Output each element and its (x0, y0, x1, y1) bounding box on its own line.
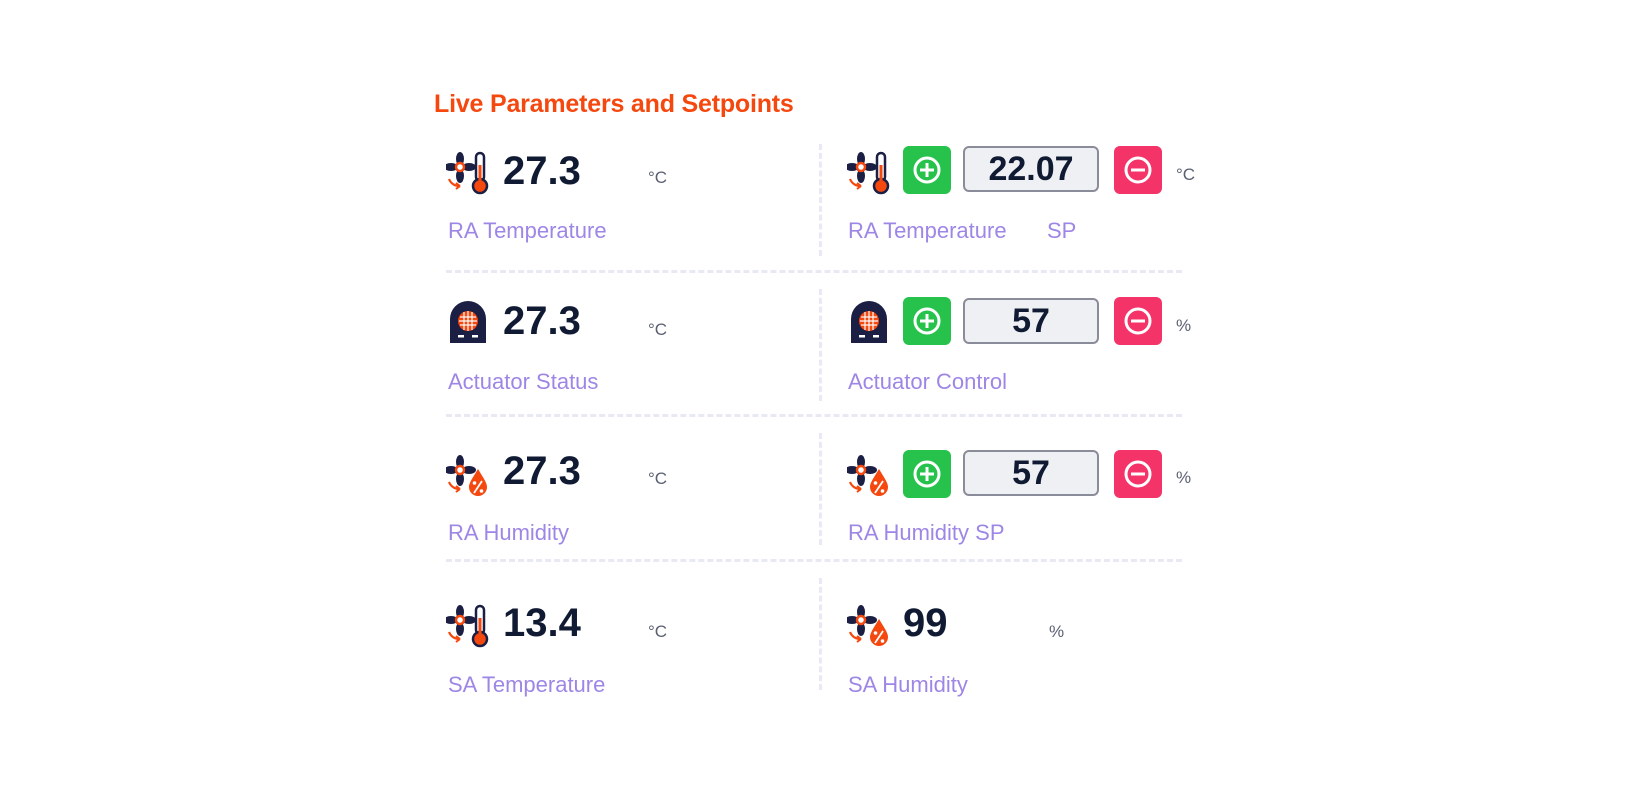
actuator-status-value: 27.3 (503, 299, 581, 343)
fan-humidity-icon (446, 453, 490, 499)
ra-humidity-value: 27.3 (503, 449, 581, 493)
fan-thermometer-icon (446, 603, 490, 649)
column-divider (819, 289, 822, 401)
column-divider (819, 578, 822, 690)
ra-temperature-sp-unit: °C (1176, 165, 1196, 184)
plus-circle-icon (913, 156, 941, 184)
ra-temperature-sp-suffix: SP (1047, 218, 1077, 243)
row-divider (446, 559, 1182, 562)
column-divider (819, 144, 822, 256)
actuator-heater-icon (847, 301, 891, 347)
ra-temperature-value: 27.3 (503, 149, 581, 193)
actuator-control-label: Actuator Control (848, 369, 1007, 394)
actuator-status-label: Actuator Status (448, 369, 599, 394)
minus-circle-icon (1124, 307, 1152, 335)
fan-humidity-icon (847, 603, 891, 649)
sa-temperature-value: 13.4 (503, 601, 581, 645)
ra-temperature-sp-input[interactable] (963, 146, 1099, 192)
ra-temperature-label: RA Temperature (448, 218, 607, 243)
fan-thermometer-icon (847, 150, 891, 196)
fan-humidity-icon (847, 453, 891, 499)
column-divider (819, 433, 822, 545)
fan-thermometer-icon (446, 150, 490, 196)
sa-humidity-label: SA Humidity (848, 672, 968, 697)
ra-temperature-sp-increment-button[interactable] (903, 146, 951, 194)
row-divider (446, 270, 1182, 273)
ra-temperature-sp-label: RA Temperature (848, 218, 1007, 243)
actuator-control-increment-button[interactable] (903, 297, 951, 345)
actuator-control-decrement-button[interactable] (1114, 297, 1162, 345)
plus-circle-icon (913, 460, 941, 488)
section-title: Live Parameters and Setpoints (434, 90, 794, 118)
row-divider (446, 414, 1182, 417)
sa-temperature-unit: °C (648, 622, 668, 641)
ra-humidity-sp-unit: % (1176, 468, 1192, 487)
ra-temperature-sp-decrement-button[interactable] (1114, 146, 1162, 194)
actuator-control-unit: % (1176, 316, 1192, 335)
ra-humidity-label: RA Humidity (448, 520, 570, 545)
actuator-control-input[interactable] (963, 298, 1099, 344)
ra-humidity-unit: °C (648, 469, 668, 488)
sa-humidity-value: 99 (903, 601, 948, 645)
sa-humidity-unit: % (1049, 622, 1065, 641)
ra-humidity-sp-decrement-button[interactable] (1114, 450, 1162, 498)
plus-circle-icon (913, 307, 941, 335)
ra-humidity-sp-increment-button[interactable] (903, 450, 951, 498)
actuator-heater-icon (446, 301, 490, 347)
ra-humidity-sp-label: RA Humidity SP (848, 520, 1005, 545)
sa-temperature-label: SA Temperature (448, 672, 606, 697)
actuator-status-unit: °C (648, 320, 668, 339)
minus-circle-icon (1124, 460, 1152, 488)
ra-humidity-sp-input[interactable] (963, 450, 1099, 496)
ra-temperature-unit: °C (648, 168, 668, 187)
minus-circle-icon (1124, 156, 1152, 184)
